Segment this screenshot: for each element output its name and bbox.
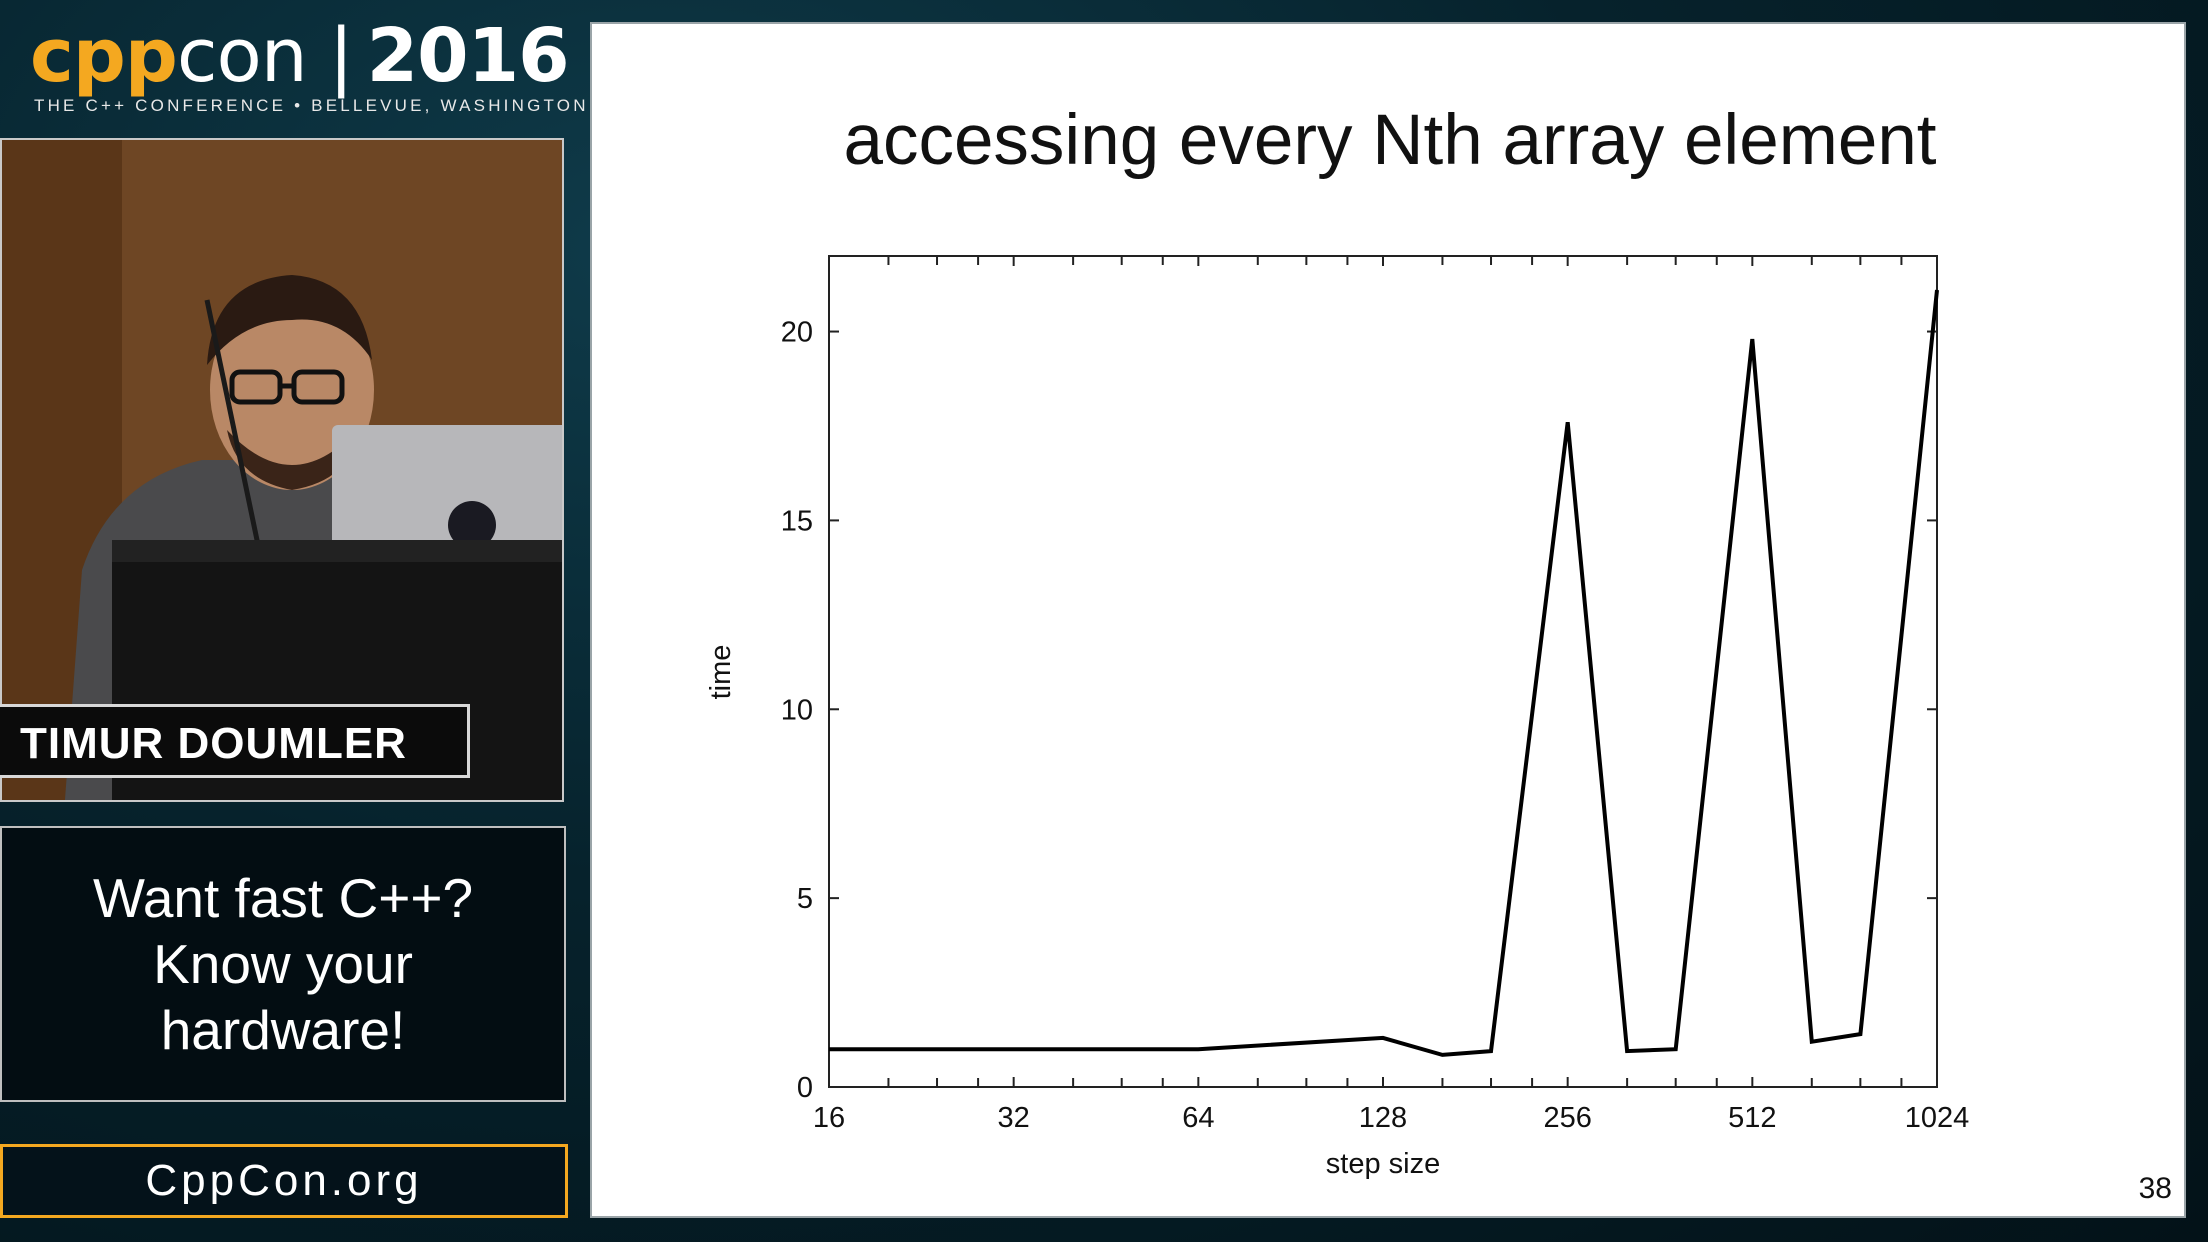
- x-tick-label: 64: [1182, 1102, 1214, 1134]
- x-tick-label: 32: [998, 1102, 1030, 1134]
- x-tick-label: 512: [1728, 1102, 1776, 1134]
- logo-year: 2016: [366, 13, 570, 99]
- logo-tagline: THE C++ CONFERENCE • BELLEVUE, WASHINGTO…: [34, 96, 589, 115]
- speaker-name-plate: TIMUR DOUMLER: [0, 704, 470, 778]
- logo-separator: |: [328, 13, 354, 99]
- talk-title-line: hardware!: [160, 999, 406, 1061]
- line-chart: 16 32 64 128 256 512 1024 0 5 10 15 20 step size time: [705, 255, 1970, 1180]
- x-tick-label: 128: [1359, 1102, 1407, 1134]
- speaker-name: TIMUR DOUMLER: [20, 719, 407, 768]
- x-tick-label: 256: [1543, 1102, 1591, 1134]
- x-axis-title: step size: [1326, 1148, 1440, 1180]
- y-tick-label: 5: [797, 883, 813, 915]
- y-tick-label: 20: [781, 317, 813, 349]
- x-tick-label: 16: [813, 1102, 845, 1134]
- talk-title-line: Want fast C++?: [92, 867, 474, 929]
- series-line: [829, 289, 1939, 1057]
- cppcon-logo: cppcon | 2016 THE C++ CONFERENCE • BELLEVU…: [30, 13, 585, 124]
- presentation-slide: accessing every Nth array element 16 32 64…: [590, 22, 2186, 1218]
- website-banner: CppCon.org: [0, 1144, 568, 1218]
- x-tick-label: 1024: [1905, 1102, 1970, 1134]
- logo-con: con: [176, 13, 308, 99]
- y-tick-label: 10: [781, 694, 813, 726]
- speaker-video-illustration: [2, 140, 562, 800]
- logo-wordmark: cppcon | 2016: [30, 13, 570, 99]
- y-axis-title: time: [705, 645, 737, 700]
- slide-number: 38: [2138, 1172, 2172, 1205]
- y-tick-label: 15: [781, 505, 813, 537]
- slide-title: accessing every Nth array element: [843, 101, 1937, 180]
- talk-title-box: Want fast C++? Know your hardware!: [0, 826, 566, 1102]
- talk-title-line: Know your: [153, 933, 413, 995]
- plot-frame: [828, 255, 1938, 1088]
- y-tick-label: 0: [797, 1072, 813, 1104]
- speaker-video: [0, 138, 564, 802]
- website-label: CppCon.org: [145, 1156, 423, 1205]
- logo-cpp: cpp: [30, 13, 178, 99]
